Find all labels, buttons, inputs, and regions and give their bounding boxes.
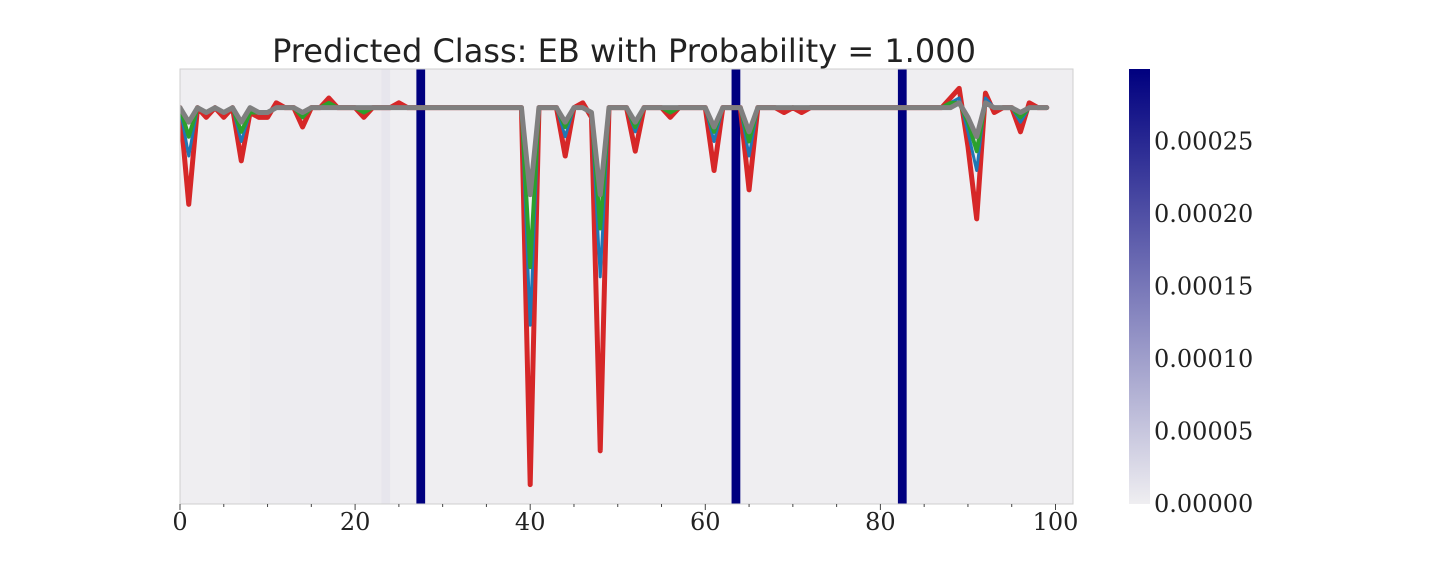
attribution-bar xyxy=(250,69,391,504)
x-tick-label: 80 xyxy=(865,508,896,536)
colorbar-tick-label: 0.00010 xyxy=(1154,345,1253,373)
colorbar-tick-label: 0.00020 xyxy=(1154,200,1253,228)
x-tick-label: 60 xyxy=(690,508,721,536)
plot-frame xyxy=(179,68,1074,505)
colorbar-tick-label: 0.00000 xyxy=(1154,490,1253,518)
x-axis: 0 20 40 60 80 100 xyxy=(172,504,1078,536)
attribution-bars xyxy=(250,69,907,504)
x-tick-label: 0 xyxy=(172,508,187,536)
x-tick-label: 20 xyxy=(340,508,371,536)
colorbar xyxy=(1129,69,1150,504)
colorbar-ticks: 0.00000 0.00005 0.00010 0.00015 0.00020 0.000… xyxy=(1154,128,1253,519)
colorbar-tick-label: 0.00015 xyxy=(1154,273,1253,301)
colorbar-tick-label: 0.00005 xyxy=(1154,418,1253,446)
attribution-bar xyxy=(897,69,907,504)
x-tick-label: 40 xyxy=(515,508,546,536)
colorbar-tick-label: 0.00025 xyxy=(1154,128,1253,156)
x-tick-label: 100 xyxy=(1033,508,1079,536)
series-line-3 xyxy=(180,100,1050,198)
attribution-bar xyxy=(381,69,391,504)
attribution-bar xyxy=(416,69,426,504)
attribution-bar xyxy=(731,69,741,504)
series-lines xyxy=(180,85,1050,488)
chart-title: Predicted Class: EB with Probability = 1… xyxy=(272,32,976,70)
